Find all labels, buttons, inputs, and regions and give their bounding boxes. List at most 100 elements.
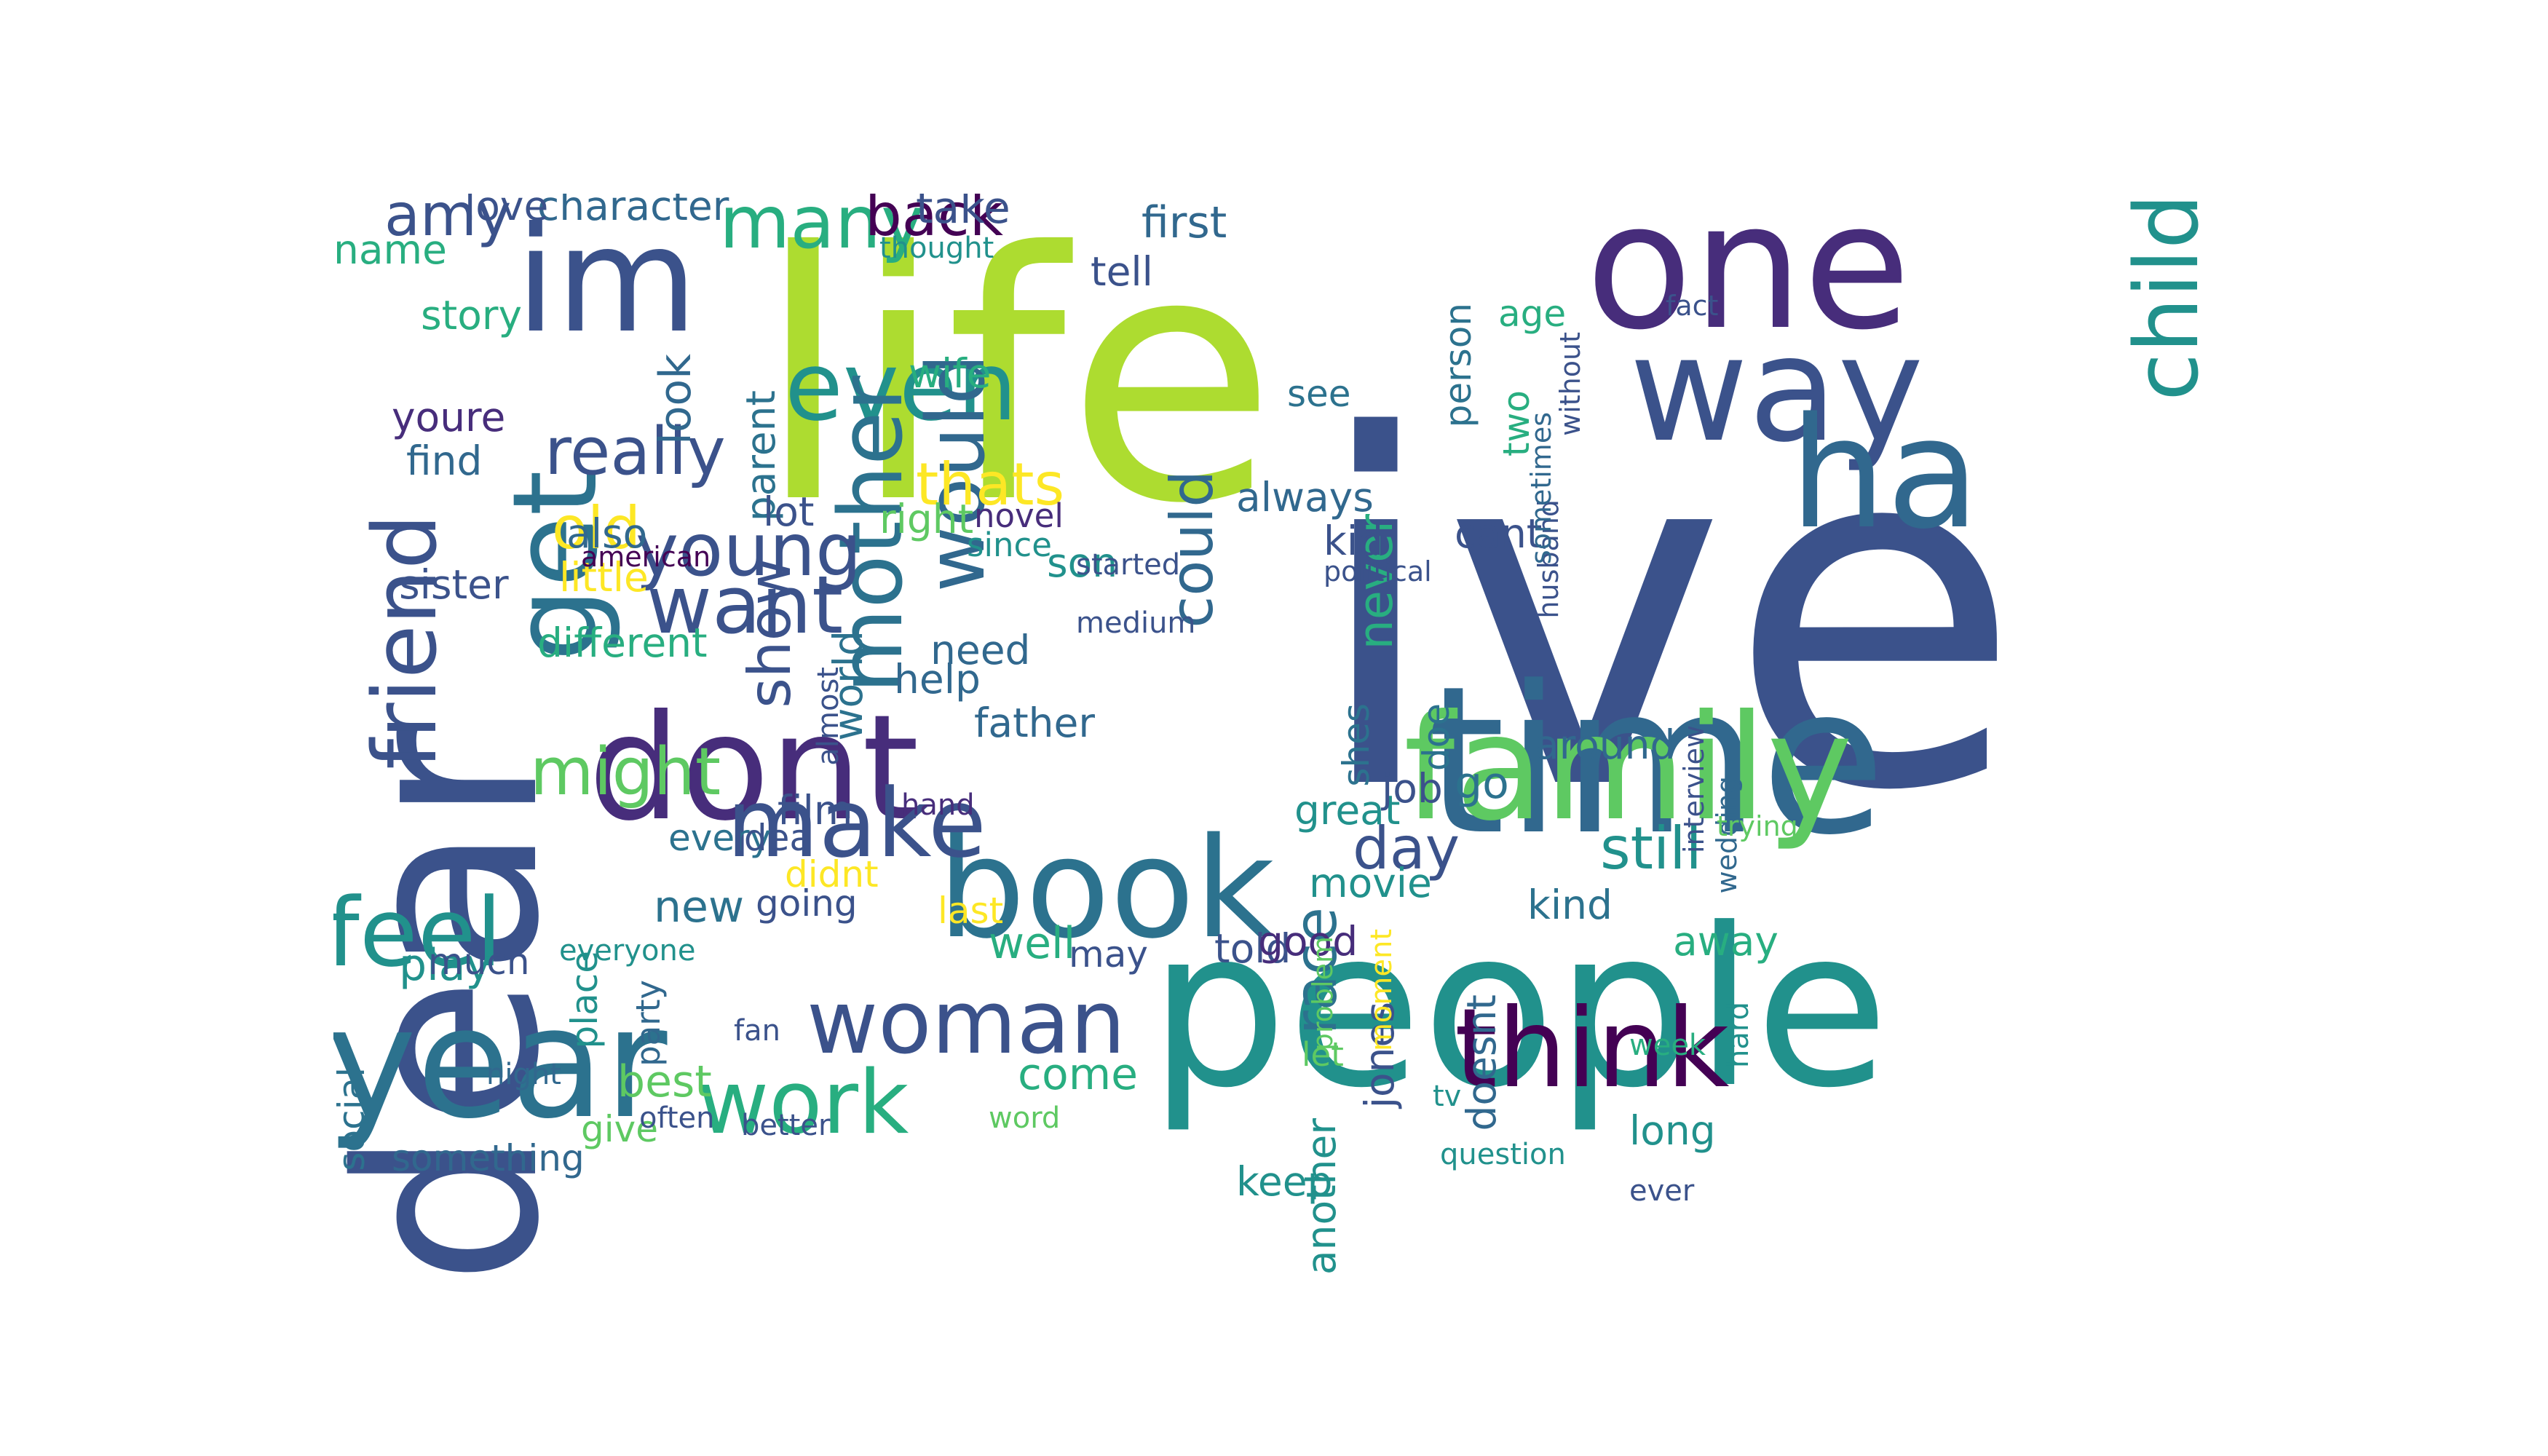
word-go: go: [1455, 758, 1509, 809]
word-thought: thought: [879, 232, 994, 265]
word-ever: ever: [1629, 1174, 1695, 1208]
word-play: play: [399, 940, 492, 991]
word-best: best: [617, 1056, 712, 1107]
word-well: well: [989, 918, 1076, 969]
word-kid: kid: [1324, 518, 1384, 564]
word-almost: almost: [812, 667, 845, 766]
word-hand: hand: [901, 788, 975, 822]
word-tv: tv: [1433, 1080, 1462, 1113]
word-think: think: [1455, 986, 1730, 1112]
word-way: way: [1629, 305, 1924, 475]
word-lot: lot: [763, 488, 815, 535]
word-let: let: [1302, 1035, 1344, 1074]
word-started: started: [1076, 548, 1181, 582]
word-great: great: [1294, 787, 1401, 834]
word-problem: problem: [1307, 936, 1339, 1051]
word-didnt: didnt: [785, 853, 879, 895]
word-give: give: [581, 1108, 658, 1150]
word-away: away: [1673, 918, 1779, 965]
word-every: every: [668, 817, 772, 859]
word-young: young: [636, 507, 862, 593]
word-might: might: [530, 734, 721, 810]
word-last: last: [938, 890, 1004, 932]
word-character: character: [537, 194, 729, 229]
word-father: father: [974, 700, 1095, 746]
word-year: year: [333, 974, 668, 1152]
word-political: political: [1324, 555, 1432, 587]
word-since: since: [967, 526, 1052, 564]
word-really: really: [545, 414, 726, 490]
word-make: make: [727, 768, 986, 879]
word-night: night: [486, 1058, 561, 1091]
word-often: often: [639, 1101, 715, 1135]
word-people: people: [1149, 882, 1889, 1136]
word-family: family: [1404, 684, 1853, 853]
word-novel: novel: [974, 496, 1064, 535]
word-question: question: [1440, 1138, 1566, 1171]
word-doesnt: doesnt: [1458, 994, 1505, 1131]
word-work: work: [697, 1053, 909, 1154]
word-one: one: [1586, 194, 1911, 368]
word-ive: ive: [1309, 336, 2023, 895]
word-love: love: [464, 194, 549, 229]
word-friend: friend: [355, 514, 456, 769]
word-always: always: [1236, 474, 1374, 521]
word-keep: keep: [1236, 1158, 1333, 1205]
word-may: may: [1069, 933, 1148, 976]
word-still: still: [1600, 815, 1702, 882]
word-different: different: [537, 620, 708, 666]
word-going: going: [756, 882, 858, 925]
word-everyone: everyone: [559, 934, 696, 968]
word-look: look: [650, 354, 701, 445]
word-amy: amy: [384, 194, 512, 249]
word-social: social: [333, 1067, 373, 1171]
word-around: around: [1535, 721, 1676, 768]
word-first: first: [1142, 197, 1227, 248]
word-name: name: [333, 226, 447, 273]
word-age: age: [1498, 293, 1567, 335]
word-even: even: [785, 331, 1018, 442]
word-trying: trying: [1717, 810, 1798, 842]
word-help: help: [894, 656, 981, 703]
word-person: person: [1437, 303, 1479, 428]
word-new: new: [654, 882, 745, 933]
word-fan: fan: [734, 1014, 780, 1048]
word-im: im: [515, 196, 698, 365]
word-job: job: [1382, 765, 1443, 812]
word-something: something: [392, 1137, 585, 1179]
word-see: see: [1287, 373, 1351, 415]
word-doe: doe: [1415, 703, 1457, 772]
word-come: come: [1018, 1049, 1139, 1100]
word-right: right: [879, 496, 974, 542]
word-idea: idea: [734, 817, 812, 859]
word-wife: wife: [909, 350, 992, 397]
word-sister: sister: [399, 561, 509, 608]
word-kind: kind: [1527, 882, 1613, 928]
word-need: need: [930, 627, 1031, 673]
word-thats: thats: [916, 451, 1065, 518]
word-american: american: [581, 541, 711, 573]
word-much: much: [428, 941, 530, 983]
word-long: long: [1629, 1107, 1716, 1154]
word-show: show: [736, 558, 804, 708]
word-interview: interview: [1678, 725, 1710, 854]
word-find: find: [406, 438, 483, 484]
word-shes: shes: [1335, 703, 1377, 787]
word-hard: hard: [1722, 1002, 1755, 1068]
word-movie: movie: [1309, 860, 1432, 906]
word-story: story: [421, 292, 523, 339]
word-moment: moment: [1365, 929, 1398, 1052]
word-take: take: [916, 194, 1010, 234]
word-good: good: [1258, 918, 1358, 965]
word-tell: tell: [1091, 248, 1153, 295]
word-day: day: [1353, 815, 1460, 882]
word-youre: youre: [392, 394, 506, 440]
word-fact: fact: [1666, 290, 1719, 322]
word-time: time: [1425, 643, 1886, 880]
word-many: many: [719, 194, 925, 265]
word-told: told: [1214, 925, 1291, 972]
word-dont: dont: [588, 684, 919, 853]
word-cant: cant: [1455, 510, 1543, 557]
word-sometimes: sometimes: [1525, 412, 1557, 565]
word-medium: medium: [1076, 606, 1196, 640]
